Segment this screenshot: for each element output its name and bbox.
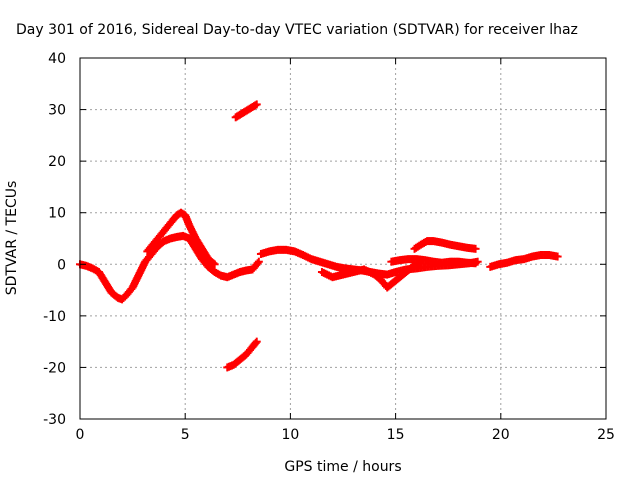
y-tick-label: 40: [48, 51, 66, 67]
ticks-layer: 0 5 10 15 20 25 -30 -20 -10 0 10 20 30 40: [43, 51, 615, 443]
data-point: [383, 268, 398, 279]
data-point: [147, 243, 161, 258]
x-tick-label: 10: [281, 427, 299, 443]
data-point: [553, 252, 562, 261]
x-tick-label: 20: [492, 427, 510, 443]
x-axis-title: GPS time / hours: [284, 459, 401, 475]
data-point: [471, 259, 480, 268]
y-tick-label: 10: [48, 206, 66, 222]
x-tick-label: 5: [181, 427, 190, 443]
chart-title: Day 301 of 2016, Sidereal Day-to-day VTE…: [16, 22, 578, 38]
data-point: [248, 338, 260, 351]
data-point: [254, 257, 263, 266]
data-point: [252, 100, 261, 109]
x-tick-label: 25: [597, 427, 615, 443]
data-point: [252, 337, 261, 346]
y-tick-label: -30: [43, 412, 66, 428]
y-tick-label: 20: [48, 154, 66, 170]
y-tick-label: -20: [43, 360, 66, 376]
data-point: [256, 247, 272, 258]
y-tick-label: 30: [48, 103, 66, 119]
x-tick-label: 0: [76, 427, 85, 443]
data-point: [143, 241, 157, 256]
x-tick-label: 15: [387, 427, 405, 443]
data-point: [471, 244, 480, 253]
data-point: [486, 260, 502, 271]
y-tick-label: 0: [57, 257, 66, 273]
y-axis-title: SDTVAR / TECUs: [4, 181, 20, 296]
y-tick-label: -10: [43, 309, 66, 325]
data-point: [290, 247, 306, 259]
plot-frame: [79, 57, 607, 420]
data-points-layer: [76, 100, 562, 372]
data-point: [122, 285, 136, 300]
data-point: [210, 260, 219, 269]
data-point: [235, 351, 249, 364]
data-point: [223, 271, 237, 282]
data-point: [82, 261, 96, 272]
